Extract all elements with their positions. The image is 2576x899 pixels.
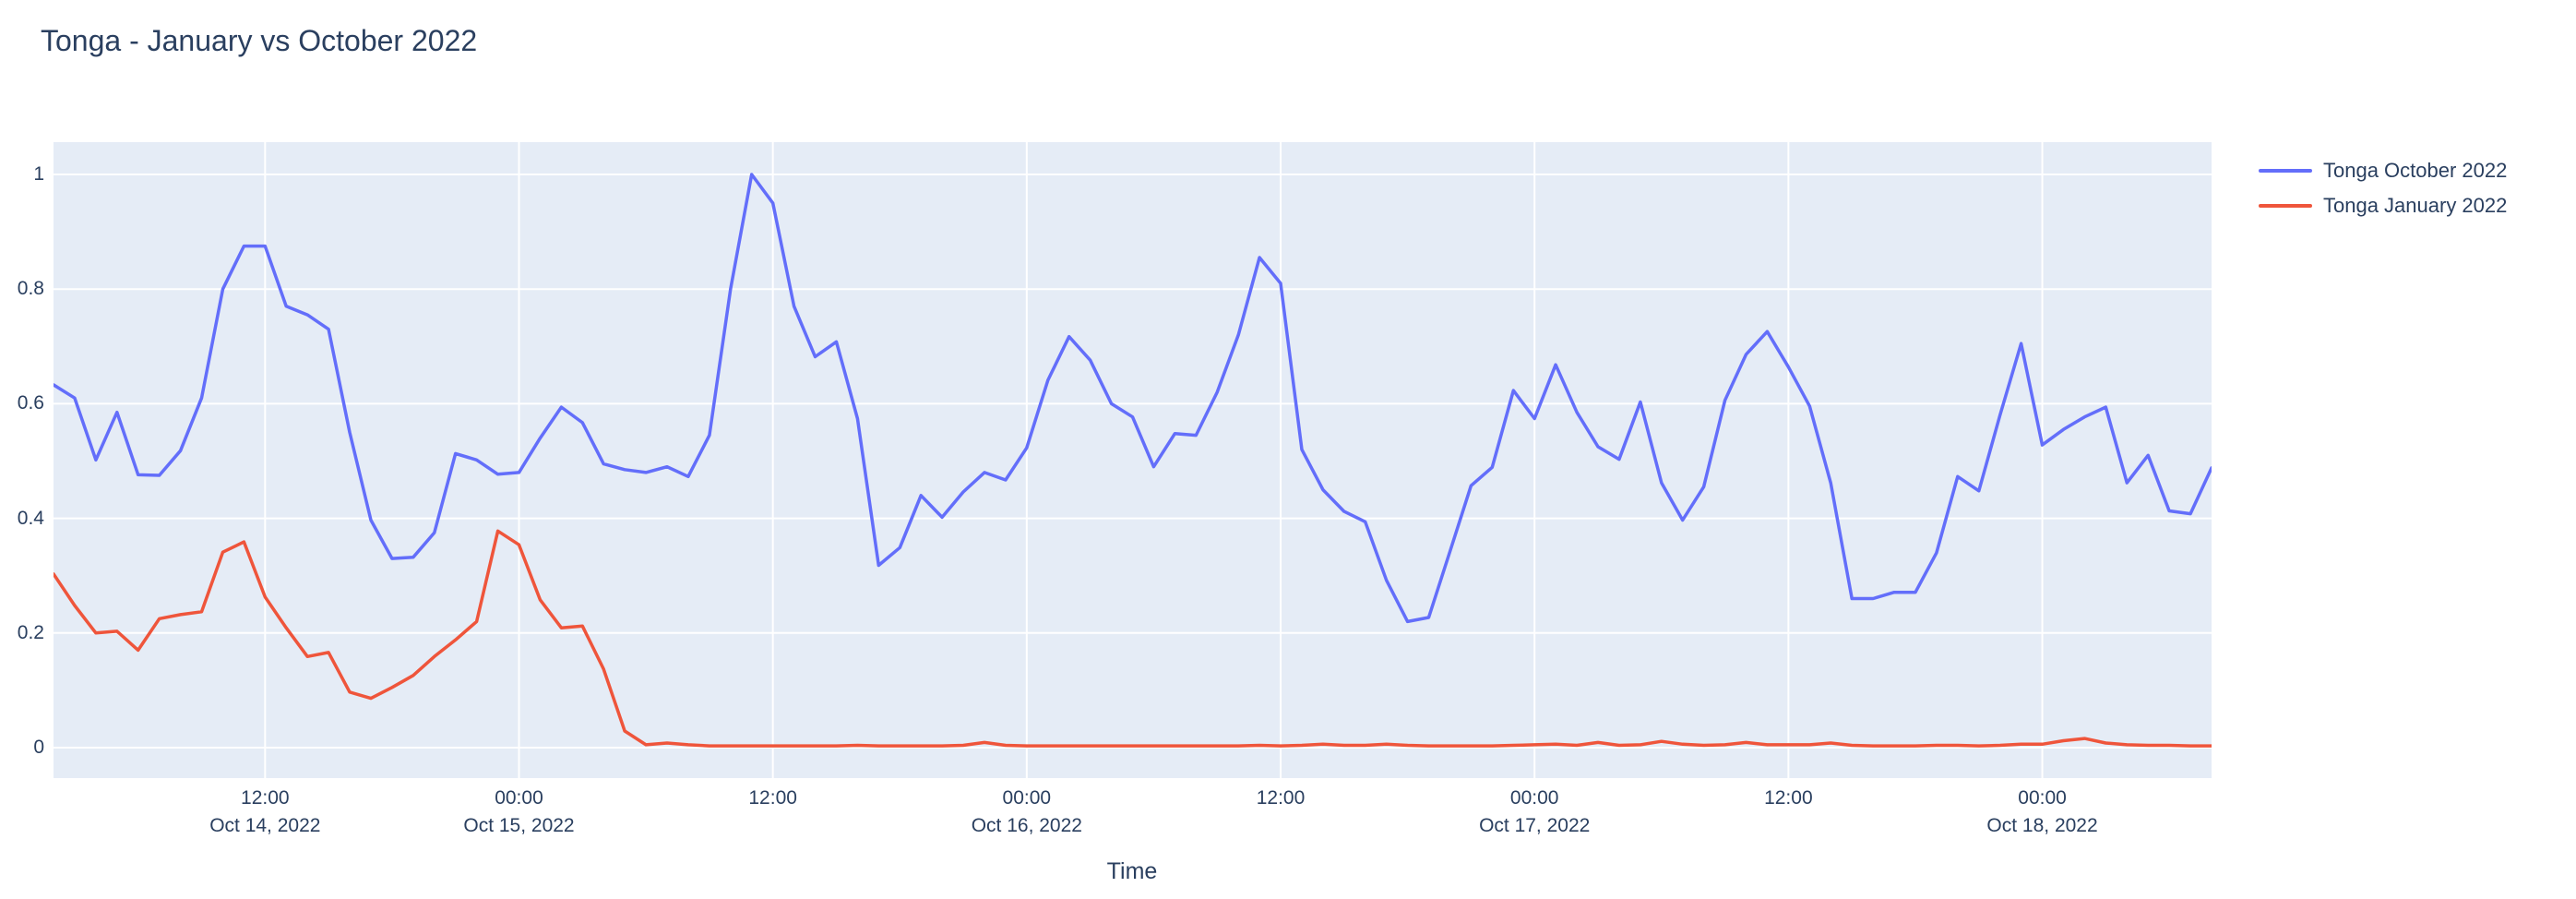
y-tick-label: 0.8 — [17, 278, 44, 300]
x-tick-time-label: 12:00 — [1256, 787, 1306, 809]
x-tick-time-label: 00:00 — [2018, 787, 2067, 809]
y-tick-label: 0.6 — [17, 392, 44, 414]
y-tick-label: 0.2 — [17, 621, 44, 643]
x-tick-time-label: 12:00 — [748, 787, 797, 809]
chart-title: Tonga - January vs October 2022 — [41, 24, 478, 57]
plot-background — [54, 142, 2212, 778]
x-tick-time-label: 00:00 — [1002, 787, 1052, 809]
x-tick-date-label: Oct 15, 2022 — [463, 815, 575, 836]
series-line-tonga-january-2022 — [54, 529, 2212, 748]
x-tick-date-label: Oct 18, 2022 — [1986, 815, 2098, 836]
x-tick-time-label: 00:00 — [495, 787, 543, 809]
legend-item-tonga-october-2022[interactable]: Tonga October 2022 — [2259, 153, 2507, 188]
y-tick-label: 1 — [33, 163, 44, 185]
x-tick-date-label: Oct 16, 2022 — [971, 815, 1082, 836]
x-tick-date-label: Oct 17, 2022 — [1479, 815, 1591, 836]
legend-line-sample-january — [2259, 204, 2312, 208]
x-axis-title: Time — [1106, 858, 1158, 884]
legend-label: Tonga October 2022 — [2323, 159, 2508, 182]
legend: Tonga October 2022 Tonga January 2022 — [2259, 153, 2507, 223]
legend-item-tonga-january-2022[interactable]: Tonga January 2022 — [2259, 188, 2507, 223]
plot-area[interactable] — [54, 142, 2212, 778]
x-tick-time-label: 00:00 — [1509, 787, 1559, 809]
series-line-tonga-october-2022 — [54, 173, 2212, 624]
legend-line-sample-october — [2259, 169, 2312, 173]
x-tick-time-label: 12:00 — [241, 787, 290, 809]
legend-label: Tonga January 2022 — [2323, 194, 2508, 217]
x-tick-date-label: Oct 14, 2022 — [209, 815, 321, 836]
x-tick-time-label: 12:00 — [1764, 787, 1813, 809]
y-tick-label: 0 — [33, 737, 44, 758]
y-tick-label: 0.4 — [17, 507, 44, 529]
